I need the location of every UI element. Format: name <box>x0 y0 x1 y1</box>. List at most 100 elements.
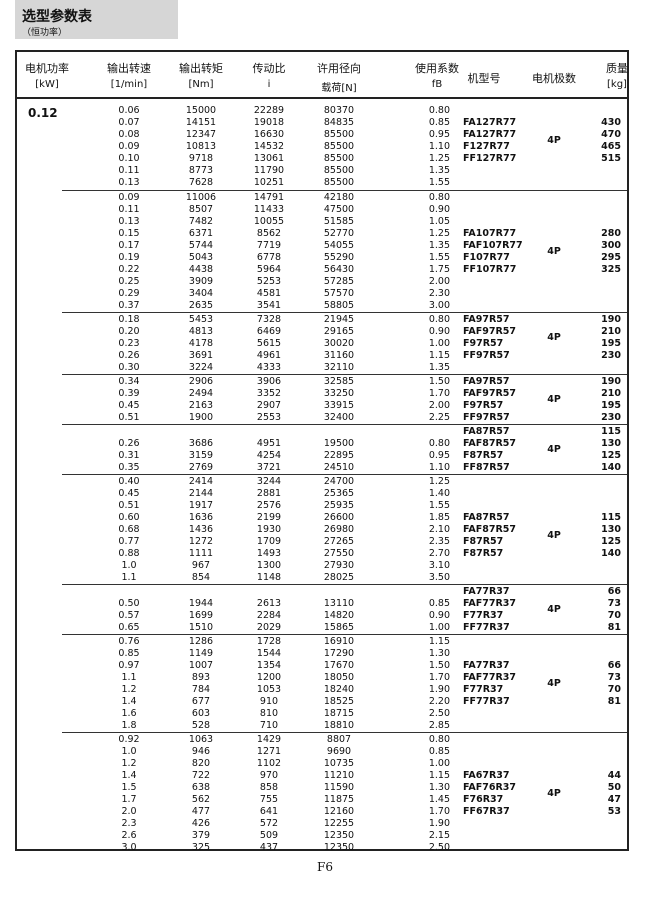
radial-load-cell: 85500 <box>323 165 355 176</box>
model-cell: FA107R77 <box>463 228 517 239</box>
mass-cell: 70 <box>607 610 621 621</box>
service-factor-cell: 1.55 <box>428 500 450 511</box>
table-group: 0.76 1286 1728 16910 1.15 0.85 1149 1544 17290 1.… <box>62 634 627 732</box>
model-cell: FF107R77 <box>463 264 517 275</box>
mass-cell: 210 <box>601 326 621 337</box>
radial-load-cell: 57285 <box>323 276 355 287</box>
radial-load-cell: 29165 <box>323 326 355 337</box>
output-torque-cell: 2144 <box>188 488 214 499</box>
ratio-cell: 14791 <box>253 192 285 203</box>
ratio-cell: 2907 <box>256 400 282 411</box>
mass-cell: 73 <box>607 672 621 683</box>
ratio-cell: 641 <box>259 806 279 817</box>
ratio-cell: 1709 <box>256 536 282 547</box>
service-factor-cell: 1.00 <box>428 622 450 633</box>
radial-load-cell: 55290 <box>323 252 355 263</box>
service-factor-cell: 1.55 <box>428 177 450 188</box>
output-torque-cell: 2635 <box>188 300 214 311</box>
service-factor-cell: 1.30 <box>428 648 450 659</box>
output-torque-cell: 1917 <box>188 500 214 511</box>
output-torque-cell: 426 <box>191 818 211 829</box>
output-torque-cell: 4178 <box>188 338 214 349</box>
output-torque-cell: 2906 <box>188 376 214 387</box>
output-torque-cell: 562 <box>191 794 211 805</box>
output-speed-cell: 0.26 <box>118 438 140 449</box>
output-torque-cell: 1900 <box>188 412 214 423</box>
model-cell: F77R37 <box>463 610 504 621</box>
output-speed-cell: 0.40 <box>118 476 140 487</box>
output-speed-cell: 0.65 <box>118 622 140 633</box>
service-factor-cell: 1.25 <box>428 153 450 164</box>
output-torque-cell: 8773 <box>188 165 214 176</box>
ratio-cell: 710 <box>259 720 279 731</box>
radial-load-cell: 25365 <box>323 488 355 499</box>
mass-cell: 125 <box>601 450 621 461</box>
header-output-speed-unit: [1/min] <box>110 79 148 90</box>
model-cell: FF87R57 <box>463 462 510 473</box>
service-factor-cell: 1.90 <box>428 818 450 829</box>
service-factor-cell: 1.75 <box>428 264 450 275</box>
ratio-cell: 11433 <box>253 204 285 215</box>
mass-cell: 115 <box>601 512 621 523</box>
output-speed-cell: 0.97 <box>118 660 140 671</box>
output-speed-cell: 0.10 <box>118 153 140 164</box>
service-factor-cell: 1.30 <box>428 782 450 793</box>
output-torque-cell: 379 <box>191 830 211 841</box>
radial-load-cell: 17290 <box>323 648 355 659</box>
ratio-cell: 4951 <box>256 438 282 449</box>
model-cell: FAF77R37 <box>463 598 516 609</box>
output-speed-cell: 0.51 <box>118 500 140 511</box>
service-factor-cell: 2.10 <box>428 524 450 535</box>
service-factor-cell: 0.95 <box>428 450 450 461</box>
mass-cell: 300 <box>601 240 621 251</box>
output-torque-cell: 854 <box>191 572 211 583</box>
output-torque-cell: 2414 <box>188 476 214 487</box>
ratio-cell: 5615 <box>256 338 282 349</box>
radial-load-cell: 27930 <box>323 560 355 571</box>
output-torque-cell: 14151 <box>185 117 217 128</box>
radial-load-cell: 12255 <box>323 818 355 829</box>
model-cell: FF77R37 <box>463 622 510 633</box>
service-factor-cell: 1.70 <box>428 806 450 817</box>
model-cell: FAF97R57 <box>463 326 516 337</box>
table-body: 0.12 0.06 15000 22289 80370 0.80 0.07 14151 190… <box>17 104 627 854</box>
model-cell: F77R37 <box>463 684 504 695</box>
radial-load-cell: 11210 <box>323 770 355 781</box>
mass-cell: 230 <box>601 412 621 423</box>
ratio-cell: 1200 <box>256 672 282 683</box>
output-torque-cell: 1286 <box>188 636 214 647</box>
service-factor-cell: 0.95 <box>428 129 450 140</box>
mass-cell: 130 <box>601 438 621 449</box>
output-torque-cell: 3404 <box>188 288 214 299</box>
output-speed-cell: 0.20 <box>118 326 140 337</box>
mass-cell: 195 <box>601 338 621 349</box>
output-torque-cell: 1007 <box>188 660 214 671</box>
output-torque-cell: 12347 <box>185 129 217 140</box>
mass-cell: 295 <box>601 252 621 263</box>
output-speed-cell: 0.39 <box>118 388 140 399</box>
radial-load-cell: 26600 <box>323 512 355 523</box>
output-torque-cell: 6371 <box>188 228 214 239</box>
output-torque-cell: 2769 <box>188 462 214 473</box>
output-torque-cell: 15000 <box>185 105 217 116</box>
radial-load-cell: 25935 <box>323 500 355 511</box>
output-speed-cell: 0.50 <box>118 598 140 609</box>
service-factor-cell: 0.90 <box>428 204 450 215</box>
motor-poles-cell: 4P <box>547 394 561 405</box>
mass-cell: 73 <box>607 598 621 609</box>
model-cell: FAF77R37 <box>463 672 516 683</box>
service-factor-cell: 0.80 <box>428 192 450 203</box>
output-torque-cell: 603 <box>191 708 211 719</box>
radial-load-cell: 32110 <box>323 362 355 373</box>
section-title-box: 选型参数表 （恒功率） <box>15 0 178 39</box>
output-speed-cell: 0.23 <box>118 338 140 349</box>
model-cell: F76R37 <box>463 794 504 805</box>
model-cell: FAF87R57 <box>463 438 516 449</box>
mass-cell: 230 <box>601 350 621 361</box>
model-cell: F87R57 <box>463 536 504 547</box>
output-speed-cell: 0.13 <box>118 216 140 227</box>
ratio-cell: 7719 <box>256 240 282 251</box>
mass-cell: 210 <box>601 388 621 399</box>
mass-cell: 190 <box>601 376 621 387</box>
ratio-cell: 910 <box>259 696 279 707</box>
